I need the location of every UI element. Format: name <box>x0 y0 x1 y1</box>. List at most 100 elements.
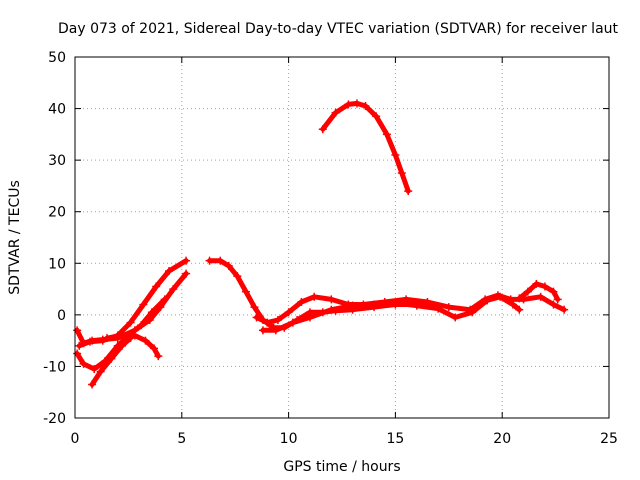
data-point <box>75 341 84 350</box>
y-tick-label: 20 <box>48 205 66 221</box>
data-point <box>205 256 214 265</box>
data-point <box>154 352 163 361</box>
data-point <box>496 292 505 301</box>
data-point <box>96 367 105 376</box>
data-point <box>508 300 517 309</box>
x-tick-label: 15 <box>386 431 404 447</box>
series-arc-10 <box>320 100 411 194</box>
data-point <box>318 125 327 134</box>
data-point <box>515 305 524 314</box>
data-point <box>560 305 569 314</box>
grid-layer <box>75 57 609 418</box>
data-point <box>515 294 524 303</box>
data-point <box>549 300 558 309</box>
data-point <box>451 313 460 322</box>
x-tick-label: 20 <box>493 431 511 447</box>
data-point <box>523 287 532 296</box>
tick-layer: 0 5 10 15 20 25 -20 -10 0 10 20 30 40 50 <box>43 50 618 447</box>
data-point <box>310 292 319 301</box>
data-point <box>98 336 107 345</box>
series-arc-8 <box>260 294 522 333</box>
data-point <box>391 298 400 307</box>
data-point <box>88 380 97 389</box>
data-point <box>391 150 400 159</box>
data-point <box>126 318 135 327</box>
y-tick-label: 40 <box>48 102 66 118</box>
chart-title: Day 073 of 2021, Sidereal Day-to-day VTE… <box>58 21 619 37</box>
data-point <box>90 365 99 374</box>
data-point <box>233 272 242 281</box>
x-tick-label: 0 <box>71 431 80 447</box>
data-point <box>344 100 353 109</box>
data-point <box>103 334 112 343</box>
data-point <box>117 331 126 340</box>
data-point <box>284 308 293 317</box>
data-point <box>250 303 259 312</box>
data-point <box>404 187 413 196</box>
data-point <box>444 303 453 312</box>
data-point <box>483 296 492 305</box>
data-point <box>130 331 139 340</box>
data-point <box>258 326 267 335</box>
data-point <box>271 326 280 335</box>
data-point <box>412 301 421 310</box>
data-point <box>79 359 88 368</box>
y-tick-label: 0 <box>57 308 66 324</box>
data-point <box>150 344 159 353</box>
series-arc-6 <box>207 258 437 331</box>
data-point <box>273 316 282 325</box>
data-point <box>252 313 261 322</box>
y-tick-label: -10 <box>43 359 66 375</box>
data-point <box>73 349 82 358</box>
data-point <box>73 326 82 335</box>
data-point <box>241 287 250 296</box>
data-point <box>160 295 169 304</box>
y-tick-label: 30 <box>48 153 66 169</box>
data-point <box>327 295 336 304</box>
x-tick-label: 5 <box>177 431 186 447</box>
data-point <box>141 336 150 345</box>
data-point <box>327 305 336 314</box>
data-point <box>382 130 391 139</box>
y-tick-label: -20 <box>43 411 66 427</box>
data-point <box>468 308 477 317</box>
data-point <box>263 318 272 327</box>
x-tick-label: 25 <box>600 431 618 447</box>
y-tick-label: 10 <box>48 256 66 272</box>
data-point <box>434 304 443 313</box>
data-point <box>352 99 361 108</box>
data-point <box>297 297 306 306</box>
data-point <box>147 308 156 317</box>
data-point <box>216 256 225 265</box>
data-point <box>536 292 545 301</box>
data-point <box>305 313 314 322</box>
data-point <box>107 354 116 363</box>
data-point <box>169 285 178 294</box>
data-point <box>164 267 173 276</box>
data-point <box>540 282 549 291</box>
data-point <box>137 321 146 330</box>
data-point <box>348 301 357 310</box>
series-layer <box>73 99 569 389</box>
x-axis-label: GPS time / hours <box>283 459 400 475</box>
data-point <box>182 256 191 265</box>
data-point <box>397 169 406 178</box>
data-point <box>139 300 148 309</box>
data-point <box>152 282 161 291</box>
data-point <box>85 337 94 346</box>
data-point <box>288 318 297 327</box>
data-point <box>117 341 126 350</box>
data-point <box>532 279 541 288</box>
plot-frame <box>74 56 610 419</box>
data-point <box>370 300 379 309</box>
data-point <box>182 269 191 278</box>
x-tick-label: 10 <box>280 431 298 447</box>
data-point <box>361 101 370 110</box>
data-point <box>372 112 381 121</box>
data-point <box>549 287 558 296</box>
y-tick-label: 50 <box>48 50 66 66</box>
data-point <box>331 108 340 117</box>
data-point <box>553 295 562 304</box>
data-point <box>224 261 233 270</box>
